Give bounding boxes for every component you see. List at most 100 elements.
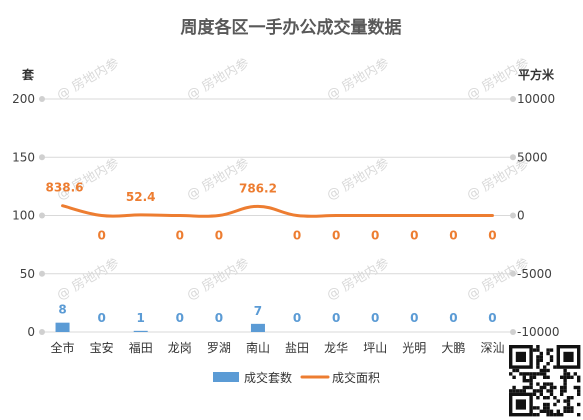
qr-module <box>539 355 543 359</box>
line-data-label: 0 <box>176 229 184 243</box>
qr-module <box>549 392 554 396</box>
qr-module <box>526 372 530 376</box>
qr-module <box>566 402 571 407</box>
qr-module <box>532 372 537 376</box>
qr-module <box>577 389 581 393</box>
line-data-label: 0 <box>488 229 496 243</box>
right-tick-label: 5000 <box>517 150 548 164</box>
qr-module <box>543 406 547 410</box>
qr-module <box>560 389 564 393</box>
qr-module <box>532 348 537 352</box>
qr-module <box>532 375 537 379</box>
watermark-layer: @ 房地内参 @ 房地内参 @ 房地内参 @ 房地内参 @ 房地内参 @ 房地内参 @ 房地… <box>54 55 532 303</box>
qr-module <box>543 375 547 379</box>
line-data-label: 838.6 <box>46 181 84 195</box>
qr-module <box>553 385 557 390</box>
qr-module <box>556 409 560 413</box>
qr-module <box>549 389 554 393</box>
qr-module <box>543 372 547 376</box>
qr-module <box>577 379 581 383</box>
qr-module <box>536 362 540 366</box>
qr-module <box>546 402 550 407</box>
bar <box>55 322 70 332</box>
left-tick-label: 150 <box>12 150 35 164</box>
qr-module <box>515 389 520 393</box>
line-path <box>61 204 494 218</box>
watermark-text: @ 房地内参 <box>54 255 122 303</box>
right-tick-marker <box>510 96 516 102</box>
category-label: 盐田 <box>285 341 309 355</box>
qr-module <box>570 375 574 379</box>
qr-module <box>546 389 550 393</box>
qr-module <box>553 402 557 407</box>
qr-module <box>539 389 543 393</box>
qr-module <box>536 348 540 352</box>
qr-module <box>560 413 564 417</box>
bar-data-label: 1 <box>137 311 145 325</box>
chart-title: 周度各区一手办公成交量数据 <box>181 17 402 38</box>
qr-module <box>546 409 550 413</box>
qr-module <box>566 372 571 376</box>
qr-module <box>519 389 523 393</box>
bar <box>250 323 265 332</box>
right-tick-marker <box>510 212 516 219</box>
qr-module <box>560 392 564 396</box>
left-tick-marker <box>39 212 45 219</box>
qr-module <box>539 358 543 362</box>
qr-module <box>543 368 547 373</box>
qr-module <box>546 362 550 366</box>
qr-module <box>563 389 567 393</box>
qr-module <box>536 365 540 369</box>
line-data-label: 0 <box>293 229 301 243</box>
qr-module <box>539 351 543 356</box>
qr-module <box>522 372 526 376</box>
qr-code <box>507 343 583 419</box>
qr-module <box>532 406 537 410</box>
qr-module <box>577 385 581 390</box>
right-tick-marker <box>510 270 516 277</box>
category-label: 罗湖 <box>207 340 231 355</box>
qr-module <box>577 413 581 417</box>
line-data-label: 0 <box>371 229 379 243</box>
qr-finder-core <box>563 351 574 362</box>
line-data-label: 0 <box>449 229 457 243</box>
qr-module <box>577 402 581 407</box>
qr-module <box>536 372 540 376</box>
qr-module <box>529 372 533 376</box>
left-tick-marker <box>39 96 45 102</box>
qr-module <box>519 372 523 376</box>
bar-data-label: 0 <box>215 311 223 325</box>
right-tick-label: -10000 <box>517 325 560 339</box>
left-axis-unit: 套 <box>21 67 35 82</box>
qr-module <box>512 389 516 393</box>
qr-module <box>563 368 567 373</box>
qr-module <box>573 385 577 390</box>
qr-module <box>526 385 530 390</box>
qr-module <box>563 409 567 413</box>
qr-module <box>549 348 554 352</box>
left-tick-label: 50 <box>20 267 35 281</box>
line-data-labels: 838.6 0 52.4 0 0 786.2 0 0 0 0 0 0 <box>46 181 497 243</box>
bar-data-label: 0 <box>488 311 496 325</box>
qr-module <box>553 396 557 400</box>
left-tick-label: 200 <box>12 92 35 106</box>
category-label: 坪山 <box>363 341 387 355</box>
bar-data-label: 0 <box>332 311 340 325</box>
qr-module <box>549 413 554 417</box>
watermark-text: @ 房地内参 <box>54 155 122 203</box>
qr-module <box>549 355 554 359</box>
qr-module <box>563 372 567 376</box>
qr-module <box>529 379 533 383</box>
qr-module <box>539 385 543 390</box>
watermark-text: @ 房地内参 <box>184 255 252 303</box>
qr-module <box>563 406 567 410</box>
qr-module <box>566 409 571 413</box>
qr-module <box>532 389 537 393</box>
qr-module <box>509 389 513 393</box>
qr-module <box>522 379 526 383</box>
right-axis-unit: 平方米 <box>518 67 555 82</box>
qr-module <box>549 358 554 362</box>
qr-module <box>536 413 540 417</box>
qr-module <box>573 372 577 376</box>
qr-module <box>549 382 554 386</box>
